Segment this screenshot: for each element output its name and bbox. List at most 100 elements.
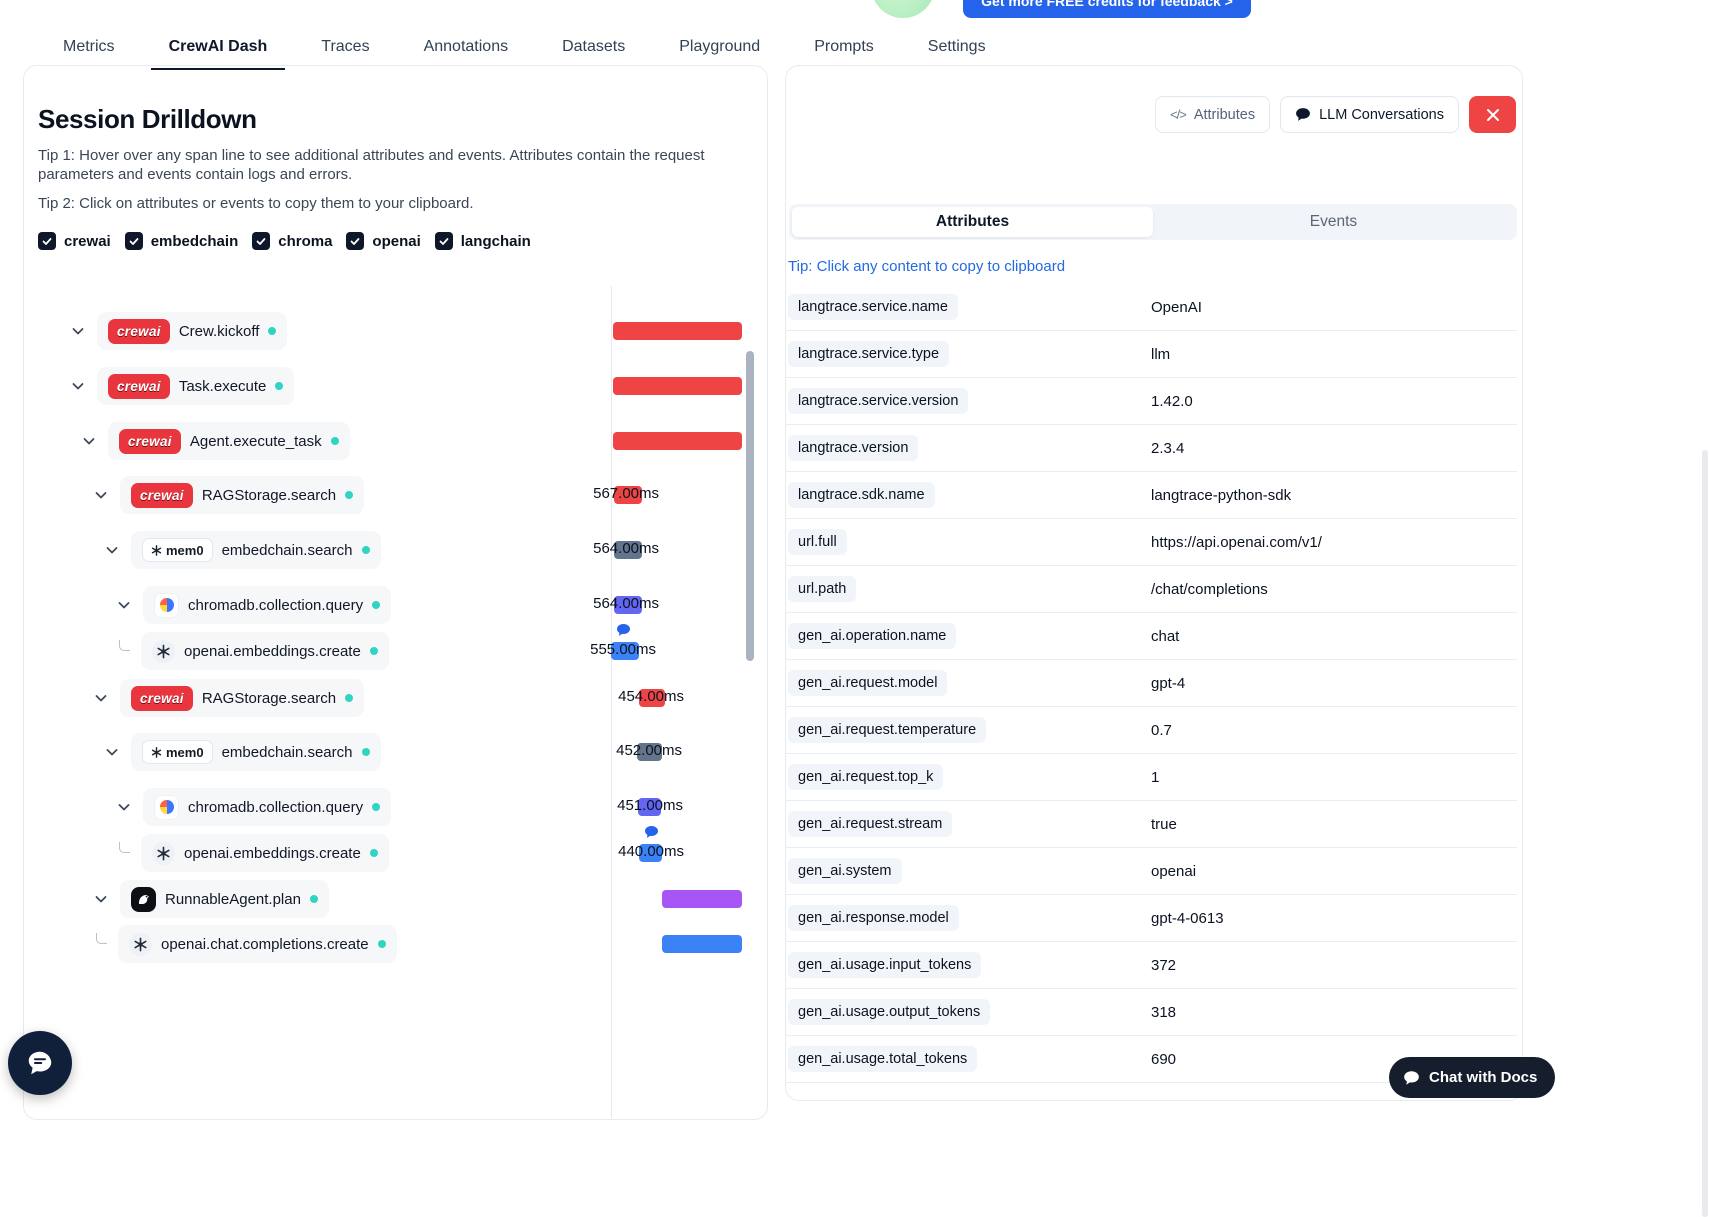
page-scrollbar[interactable] <box>1702 450 1708 1217</box>
attribute-row[interactable]: gen_ai.request.model gpt-4 <box>786 660 1517 707</box>
nav-tab-datasets[interactable]: Datasets <box>562 38 626 55</box>
attribute-value[interactable]: OpenAI <box>1151 298 1202 316</box>
span-pill[interactable]: crewai Task.execute <box>97 367 295 405</box>
attribute-row[interactable]: gen_ai.usage.output_tokens 318 <box>786 989 1517 1036</box>
span-bar[interactable] <box>613 432 742 450</box>
attribute-value[interactable]: llm <box>1151 345 1171 363</box>
chat-with-docs-button[interactable]: Chat with Docs <box>1389 1057 1556 1098</box>
nav-tab-prompts[interactable]: Prompts <box>814 38 874 55</box>
credits-button[interactable]: Get more FREE credits for feedback > <box>963 0 1251 18</box>
nav-tab-playground[interactable]: Playground <box>679 38 761 55</box>
attribute-value[interactable]: /chat/completions <box>1151 580 1268 598</box>
attribute-row[interactable]: gen_ai.request.temperature 0.7 <box>786 707 1517 754</box>
chevron-down-icon[interactable] <box>93 891 109 907</box>
tab-attributes[interactable]: Attributes <box>792 207 1153 237</box>
span-pill[interactable]: mem0 embedchain.search <box>131 733 381 771</box>
attribute-row[interactable]: langtrace.service.version 1.42.0 <box>786 378 1517 425</box>
attribute-row[interactable]: gen_ai.response.model gpt-4-0613 <box>786 895 1517 942</box>
close-button[interactable] <box>1469 96 1516 133</box>
span-pill[interactable]: openai.embeddings.create <box>141 632 389 670</box>
span-pill[interactable]: mem0 embedchain.search <box>131 531 381 569</box>
attribute-key[interactable]: gen_ai.usage.output_tokens <box>788 999 991 1025</box>
nav-tab-traces[interactable]: Traces <box>321 38 370 55</box>
llm-conversations-button[interactable]: LLM Conversations <box>1280 96 1459 133</box>
chevron-down-icon[interactable] <box>93 690 109 706</box>
span-pill[interactable]: RunnableAgent.plan <box>120 880 329 918</box>
chevron-down-icon[interactable] <box>81 433 97 449</box>
attribute-key[interactable]: langtrace.sdk.name <box>788 482 935 508</box>
span-bar[interactable] <box>637 743 662 761</box>
nav-tab-annotations[interactable]: Annotations <box>423 38 509 55</box>
attribute-key[interactable]: langtrace.service.name <box>788 294 958 320</box>
chat-widget-button[interactable] <box>8 1031 72 1095</box>
nav-tab-metrics[interactable]: Metrics <box>63 38 115 55</box>
attribute-key[interactable]: langtrace.version <box>788 435 919 461</box>
span-bar[interactable] <box>638 798 661 816</box>
chevron-down-icon[interactable] <box>116 597 132 613</box>
attributes-code-button[interactable]: </> Attributes <box>1155 96 1271 133</box>
attribute-value[interactable]: 372 <box>1151 956 1177 974</box>
tree-scrollbar[interactable] <box>746 351 754 661</box>
attribute-value[interactable]: true <box>1151 815 1177 833</box>
llm-bubble-icon[interactable] <box>644 825 659 844</box>
span-pill[interactable]: chromadb.collection.query <box>143 788 392 826</box>
attribute-value[interactable]: gpt-4-0613 <box>1151 909 1224 927</box>
attribute-value[interactable]: 1 <box>1151 768 1160 786</box>
span-bar[interactable] <box>639 844 662 862</box>
tab-events[interactable]: Events <box>1309 213 1358 230</box>
attribute-value[interactable]: langtrace-python-sdk <box>1151 486 1292 504</box>
chevron-down-icon[interactable] <box>70 323 86 339</box>
span-bar[interactable] <box>662 935 742 953</box>
attribute-key[interactable]: gen_ai.request.model <box>788 670 948 696</box>
attribute-row[interactable]: gen_ai.usage.total_tokens 690 <box>786 1036 1517 1083</box>
llm-bubble-icon[interactable] <box>616 623 631 642</box>
attribute-key[interactable]: gen_ai.request.stream <box>788 811 953 837</box>
attribute-key[interactable]: gen_ai.request.temperature <box>788 717 987 743</box>
attribute-row[interactable]: gen_ai.system openai <box>786 848 1517 895</box>
span-bar[interactable] <box>614 486 642 504</box>
checkbox-checked-icon[interactable] <box>434 232 453 250</box>
span-pill[interactable]: crewai RAGStorage.search <box>120 476 365 514</box>
checkbox-checked-icon[interactable] <box>252 232 271 250</box>
attribute-row[interactable]: langtrace.service.name OpenAI <box>786 284 1517 331</box>
span-bar[interactable] <box>614 541 642 559</box>
attribute-key[interactable]: url.path <box>788 576 857 602</box>
attribute-row[interactable]: gen_ai.request.top_k 1 <box>786 754 1517 801</box>
attribute-key[interactable]: langtrace.service.version <box>788 388 969 414</box>
attribute-value[interactable]: 318 <box>1151 1003 1177 1021</box>
attribute-value[interactable]: gpt-4 <box>1151 674 1186 692</box>
attribute-row[interactable]: langtrace.version 2.3.4 <box>786 425 1517 472</box>
chevron-down-icon[interactable] <box>104 542 120 558</box>
span-pill[interactable]: crewai Crew.kickoff <box>97 312 288 350</box>
chevron-down-icon[interactable] <box>104 744 120 760</box>
span-filter-crewai[interactable]: crewai <box>38 232 111 250</box>
attribute-key[interactable]: gen_ai.usage.input_tokens <box>788 952 982 978</box>
attribute-row[interactable]: langtrace.sdk.name langtrace-python-sdk <box>786 472 1517 519</box>
span-pill[interactable]: crewai RAGStorage.search <box>120 679 365 717</box>
span-bar[interactable] <box>614 596 642 614</box>
copy-tip-link[interactable]: Tip: Click any content to copy to clipbo… <box>788 258 1066 275</box>
attribute-value[interactable]: 1.42.0 <box>1151 392 1193 410</box>
span-filter-embedchain[interactable]: embedchain <box>124 232 238 250</box>
checkbox-checked-icon[interactable] <box>124 232 143 250</box>
attribute-key[interactable]: langtrace.service.type <box>788 341 950 367</box>
span-pill[interactable]: openai.chat.completions.create <box>118 925 397 963</box>
span-filter-langchain[interactable]: langchain <box>434 232 531 250</box>
chevron-down-icon[interactable] <box>93 487 109 503</box>
attribute-row[interactable]: langtrace.service.type llm <box>786 331 1517 378</box>
span-bar[interactable] <box>613 377 742 395</box>
attribute-key[interactable]: gen_ai.usage.total_tokens <box>788 1046 978 1072</box>
span-pill[interactable]: openai.embeddings.create <box>141 834 389 872</box>
span-bar[interactable] <box>611 642 639 660</box>
attribute-row[interactable]: url.path /chat/completions <box>786 566 1517 613</box>
attribute-row[interactable]: gen_ai.usage.input_tokens 372 <box>786 942 1517 989</box>
span-bar[interactable] <box>613 322 742 340</box>
attribute-value[interactable]: 690 <box>1151 1050 1177 1068</box>
span-bar[interactable] <box>662 890 742 908</box>
attribute-key[interactable]: url.full <box>788 529 847 555</box>
attribute-row[interactable]: url.full https://api.openai.com/v1/ <box>786 519 1517 566</box>
nav-tab-crewai-dash[interactable]: CrewAI Dash <box>150 26 286 70</box>
span-filter-chroma[interactable]: chroma <box>252 232 332 250</box>
checkbox-checked-icon[interactable] <box>346 232 365 250</box>
attribute-value[interactable]: openai <box>1151 862 1197 880</box>
